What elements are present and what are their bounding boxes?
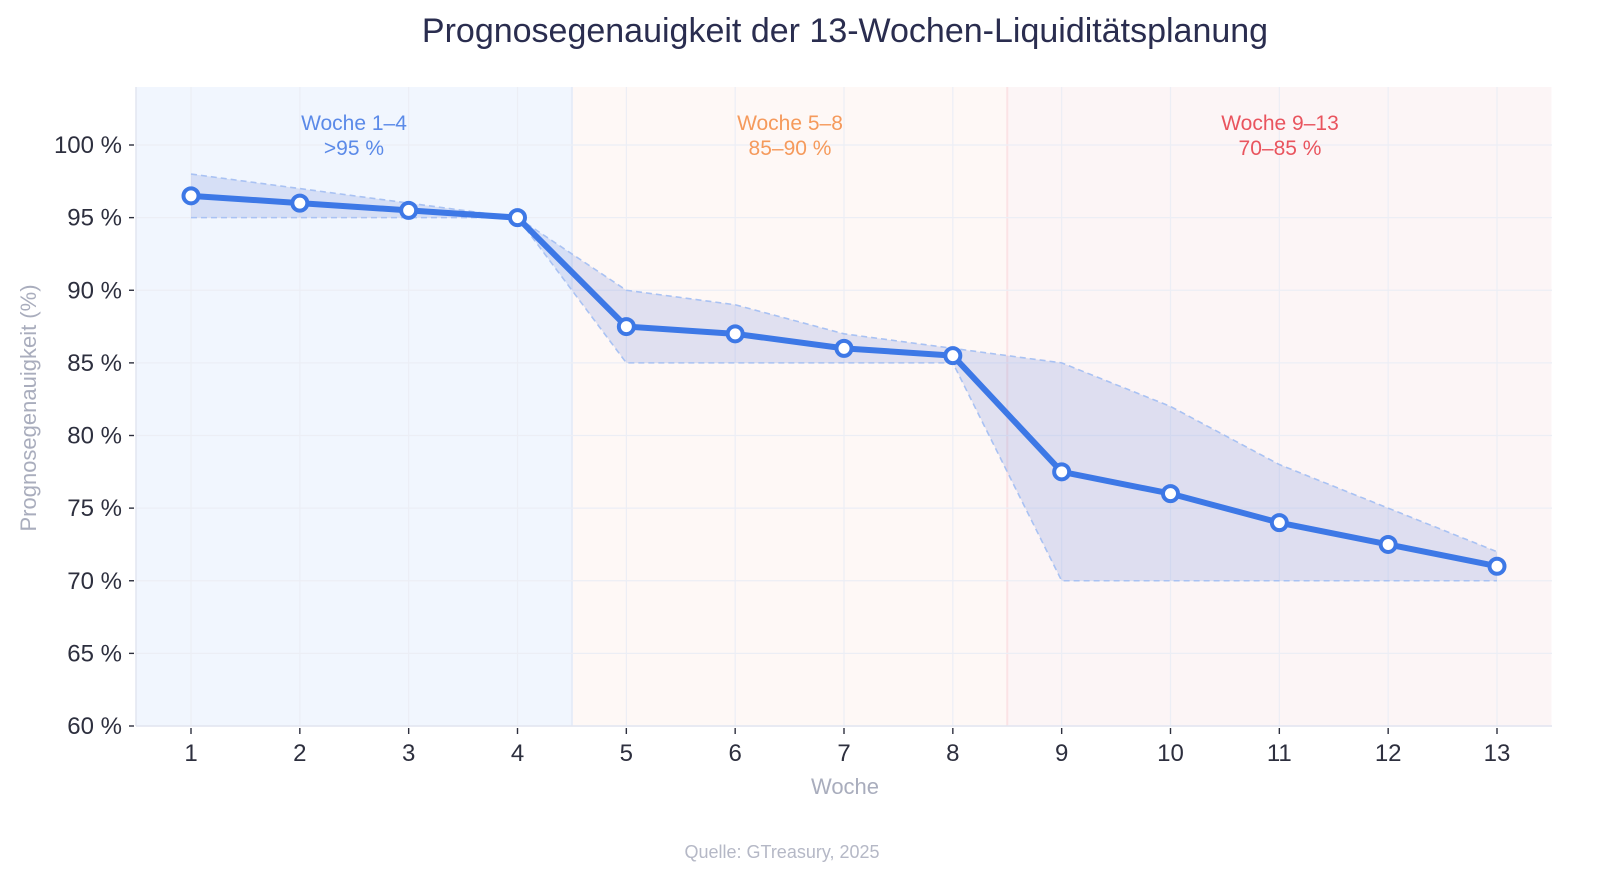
data-point-marker — [1052, 462, 1072, 482]
data-point-marker — [181, 186, 201, 206]
x-tick-label: 6 — [728, 740, 741, 767]
x-tick-label: 7 — [837, 740, 850, 767]
y-tick-label: 70 % — [67, 568, 122, 595]
x-tick-label: 1 — [184, 740, 197, 767]
axes: 60 %65 %70 %75 %80 %85 %90 %95 %100 %1 2 3… — [54, 87, 1552, 767]
data-point-marker — [834, 338, 854, 358]
band-lower — [191, 216, 1497, 582]
x-tick-label: 11 — [1267, 740, 1292, 767]
y-tick-label: 95 % — [67, 205, 122, 232]
data-markers — [181, 186, 1507, 576]
data-point-marker — [616, 317, 636, 337]
data-point-marker — [508, 208, 527, 228]
y-tick-label: 90 % — [67, 277, 122, 304]
zone-label-title: Woche 5–8 — [737, 112, 843, 135]
y-tick-label: 60 % — [67, 713, 122, 740]
data-point-marker — [1378, 534, 1398, 554]
data-point-marker — [399, 200, 419, 220]
zone-labels: Woche 1–4>95 % Woche 5–885–90 % Woche 9–13… — [301, 112, 1339, 160]
y-tick-label: 75 % — [67, 495, 122, 522]
y-tick-label: 80 % — [67, 423, 122, 450]
zone-label-title: Woche 9–13 — [1221, 112, 1339, 135]
confidence-band — [190, 173, 1498, 582]
zone-label-title: Woche 1–4 — [301, 112, 407, 135]
source-note: Quelle: GTreasury, 2025 — [684, 842, 879, 862]
zone-label-range: 85–90 % — [749, 137, 832, 160]
x-tick-label: 4 — [511, 740, 524, 767]
x-tick-label: 2 — [293, 740, 306, 767]
x-axis-title: Woche — [811, 774, 879, 799]
y-tick-label: 85 % — [67, 350, 122, 377]
x-tick-label: 5 — [620, 740, 633, 767]
x-tick-label: 13 — [1484, 740, 1511, 767]
data-point-marker — [1269, 513, 1289, 533]
y-axis-title: Prognosegenauigkeit (%) — [16, 284, 41, 531]
y-tick-label: 100 % — [54, 132, 122, 159]
data-point-marker — [1161, 484, 1180, 504]
data-point-marker — [290, 193, 310, 213]
chart-title: Prognosegenauigkeit der 13-Wochen-Liquid… — [422, 12, 1268, 50]
zone-background — [571, 87, 1008, 726]
band-fill — [191, 174, 1497, 581]
data-point-marker — [943, 346, 963, 366]
data-point-marker — [1487, 556, 1507, 576]
band-upper — [190, 173, 1498, 553]
x-tick-label: 12 — [1375, 740, 1402, 767]
zone-label-range: >95 % — [324, 137, 384, 160]
x-tick-label: 8 — [946, 740, 959, 767]
x-tick-label: 3 — [402, 740, 415, 767]
data-point-marker — [725, 324, 745, 344]
zone-label-range: 70–85 % — [1239, 137, 1322, 160]
zone-background — [136, 87, 572, 726]
y-tick-label: 65 % — [67, 640, 122, 667]
x-tick-label: 9 — [1055, 740, 1068, 767]
x-tick-label: 10 — [1157, 740, 1184, 767]
